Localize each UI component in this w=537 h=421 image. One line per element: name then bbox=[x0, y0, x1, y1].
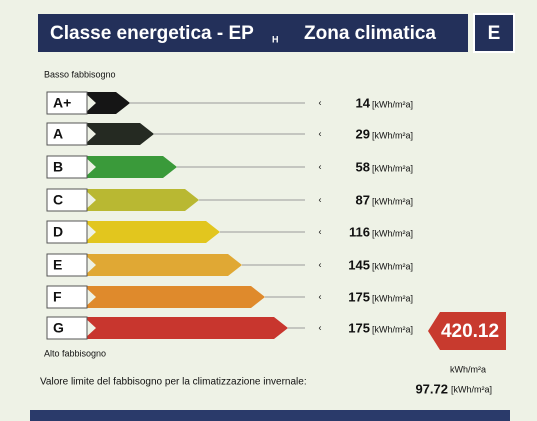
class-box bbox=[46, 91, 88, 115]
bottom-bar bbox=[30, 410, 510, 421]
footer-label: Valore limite del fabbisogno per la clim… bbox=[40, 377, 307, 388]
class-box bbox=[46, 220, 88, 244]
row-unit: [kWh/m²a] bbox=[372, 293, 413, 303]
row-unit: [kWh/m²a] bbox=[372, 130, 413, 140]
row-value: 58 bbox=[356, 159, 370, 174]
zone-box bbox=[473, 13, 515, 53]
class-box bbox=[46, 285, 88, 309]
marker: ‹ bbox=[319, 128, 322, 138]
class-arrow bbox=[84, 254, 242, 276]
class-arrow bbox=[84, 317, 288, 339]
class-letter: G bbox=[53, 320, 64, 336]
class-letter: A bbox=[53, 126, 63, 142]
row-value: 29 bbox=[356, 126, 370, 141]
row-unit: [kWh/m²a] bbox=[372, 228, 413, 238]
row-value: 116 bbox=[349, 224, 370, 239]
row-unit: [kWh/m²a] bbox=[372, 196, 413, 206]
class-arrow bbox=[84, 286, 265, 308]
row-value: 175 bbox=[348, 320, 370, 335]
result-pointer bbox=[428, 312, 506, 350]
class-box bbox=[46, 188, 88, 212]
zone-label: Zona climatica bbox=[304, 23, 436, 44]
class-letter: D bbox=[53, 224, 63, 240]
class-arrow bbox=[84, 92, 130, 114]
class-box bbox=[46, 122, 88, 146]
class-letter: F bbox=[53, 289, 62, 305]
result-value: 420.12 bbox=[441, 321, 499, 342]
class-arrow bbox=[84, 221, 220, 243]
row-unit: [kWh/m²a] bbox=[372, 261, 413, 271]
class-box bbox=[46, 316, 88, 340]
marker: ‹ bbox=[319, 161, 322, 171]
class-box bbox=[46, 155, 88, 179]
footer-unit: [kWh/m²a] bbox=[451, 384, 492, 394]
class-arrow bbox=[84, 156, 177, 178]
marker: ‹ bbox=[319, 259, 322, 269]
result-unit: kWh/m²a bbox=[450, 364, 486, 374]
header-bar bbox=[38, 14, 468, 52]
class-letter: A+ bbox=[53, 95, 71, 111]
row-value: 87 bbox=[356, 192, 370, 207]
marker: ‹ bbox=[319, 322, 322, 332]
marker: ‹ bbox=[319, 97, 322, 107]
header-title: Classe energetica - EP bbox=[50, 23, 254, 44]
low-label: Basso fabbisogno bbox=[44, 69, 116, 79]
marker: ‹ bbox=[319, 226, 322, 236]
row-value: 145 bbox=[348, 257, 370, 272]
class-letter: C bbox=[53, 192, 63, 208]
class-arrow bbox=[84, 123, 154, 145]
row-value: 175 bbox=[348, 289, 370, 304]
high-label: Alto fabbisogno bbox=[44, 348, 106, 358]
class-arrow bbox=[84, 189, 199, 211]
marker: ‹ bbox=[319, 194, 322, 204]
row-unit: [kWh/m²a] bbox=[372, 324, 413, 334]
header-subscript: H bbox=[272, 34, 279, 44]
row-unit: [kWh/m²a] bbox=[372, 163, 413, 173]
class-box bbox=[46, 253, 88, 277]
footer-value: 97.72 bbox=[415, 381, 448, 396]
class-letter: B bbox=[53, 159, 63, 175]
row-unit: [kWh/m²a] bbox=[372, 99, 413, 109]
class-letter: E bbox=[53, 257, 62, 273]
marker: ‹ bbox=[319, 291, 322, 301]
row-value: 14 bbox=[356, 95, 371, 110]
zone-value: E bbox=[488, 23, 501, 44]
